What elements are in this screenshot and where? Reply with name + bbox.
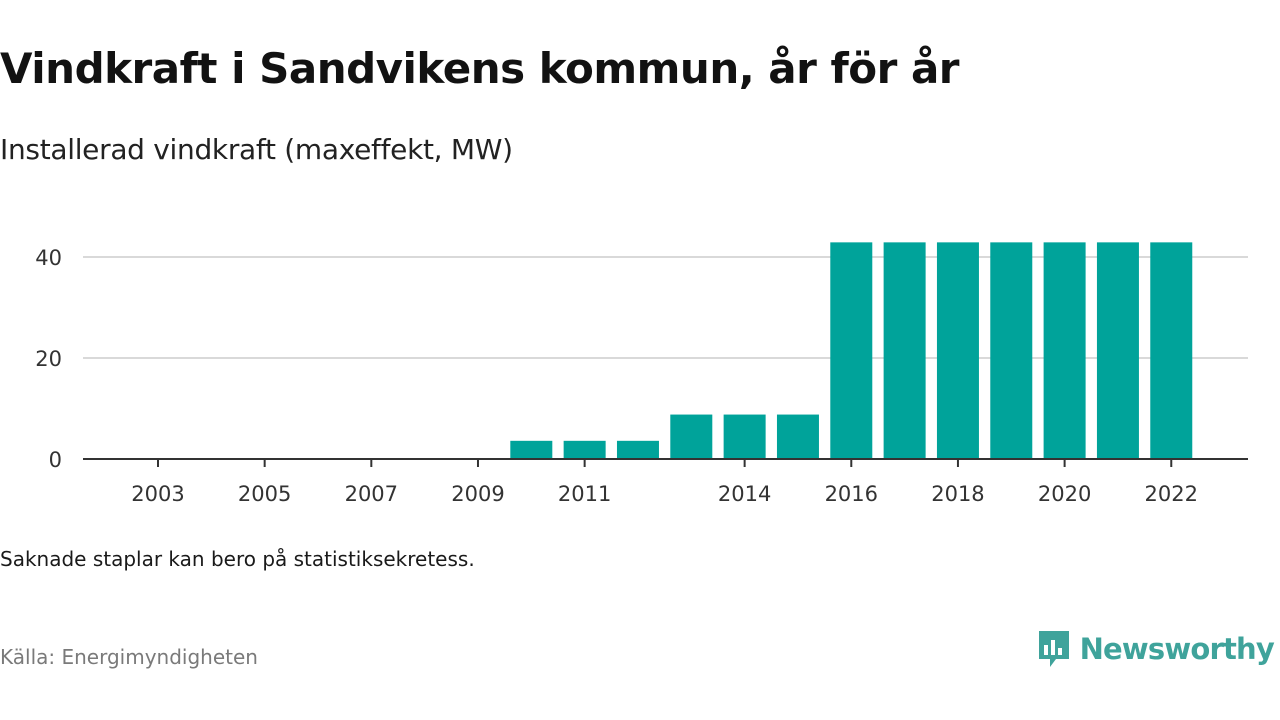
bars (510, 242, 1193, 459)
footnote: Saknade staplar kan bero på statistiksek… (0, 547, 475, 571)
bar-2019 (990, 242, 1033, 459)
bar-2018 (936, 242, 979, 459)
x-axis-labels: 2003 2005 2007 2009 2011 2014 2016 2018 2020 2022 (131, 482, 1198, 506)
y-axis-labels: 0 20 40 (35, 246, 62, 472)
x-tick-label: 2011 (558, 482, 611, 506)
x-axis-ticks (157, 459, 1173, 467)
brand-name: Newsworthy (1079, 632, 1275, 666)
x-tick-label: 2020 (1038, 482, 1091, 506)
bar-2011 (563, 440, 606, 459)
newsworthy-brand: Newsworthy (1036, 628, 1275, 670)
chart-subtitle: Installerad vindkraft (maxeffekt, MW) (0, 133, 513, 166)
bar-2021 (1096, 242, 1139, 459)
bar-2022 (1150, 242, 1193, 459)
newsworthy-logo-icon (1038, 631, 1069, 667)
x-tick-label: 2009 (451, 482, 504, 506)
x-tick-label: 2016 (825, 482, 878, 506)
x-tick-label: 2005 (238, 482, 291, 506)
x-tick-label: 2018 (931, 482, 984, 506)
x-tick-label: 2014 (718, 482, 771, 506)
bar-2010 (510, 440, 553, 459)
source-text: Källa: Energimyndigheten (0, 645, 258, 669)
x-tick-label: 2022 (1145, 482, 1198, 506)
bar-2020 (1043, 242, 1086, 459)
bar-2015 (776, 414, 819, 459)
y-tick-label: 40 (35, 246, 62, 270)
y-tick-label: 20 (35, 347, 62, 371)
x-tick-label: 2007 (345, 482, 398, 506)
bar-2012 (616, 440, 659, 459)
bar-2016 (830, 242, 873, 459)
y-tick-label: 0 (49, 448, 62, 472)
bar-2014 (723, 414, 766, 459)
bar-2017 (883, 242, 926, 459)
bar-2013 (670, 414, 713, 459)
chart-title: Vindkraft i Sandvikens kommun, år för år (0, 44, 960, 93)
x-tick-label: 2003 (131, 482, 184, 506)
